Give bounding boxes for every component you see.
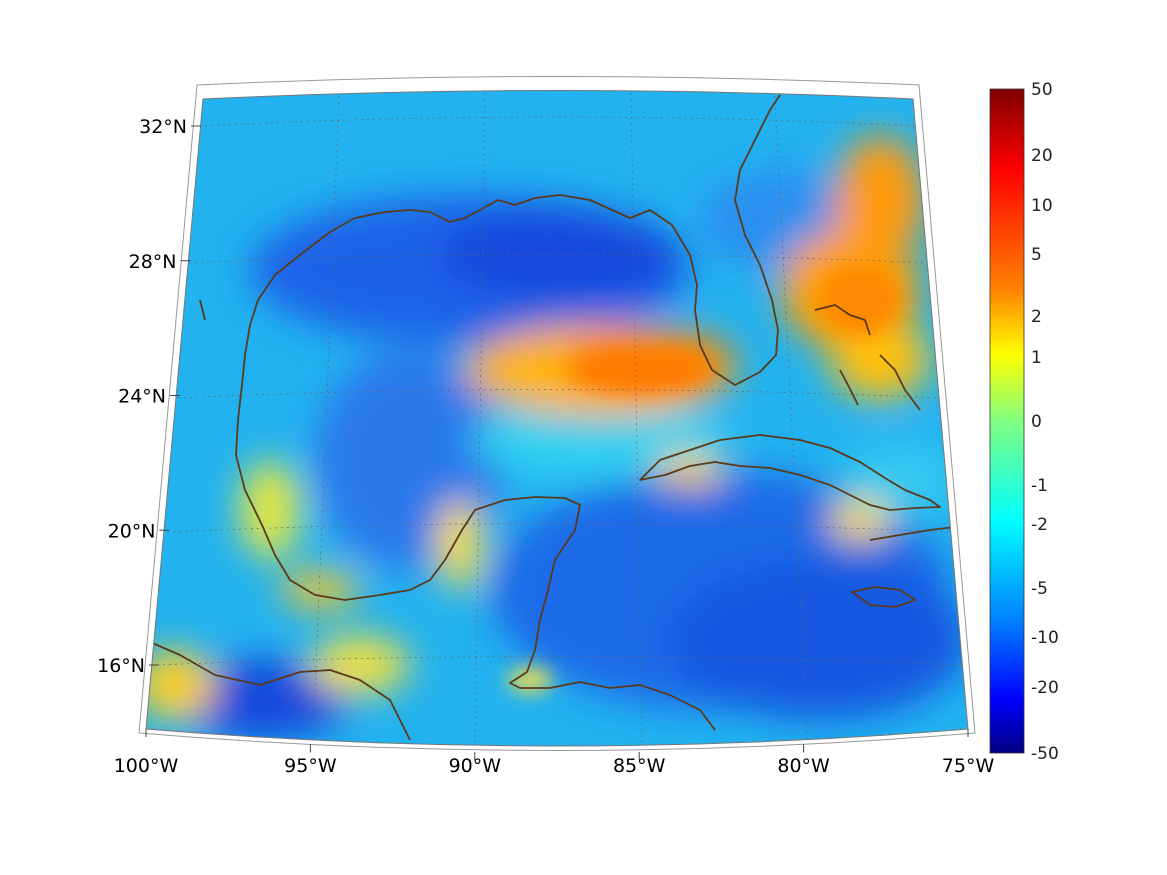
lat-tick-label: 24°N: [118, 386, 166, 408]
latitude-tick-labels: 32°N 28°N 24°N 20°N 16°N: [97, 116, 201, 677]
lon-tick-label: 95°W: [284, 755, 337, 777]
colorbar-label: 0: [1031, 412, 1042, 432]
colorbar-label: -50: [1031, 744, 1059, 764]
colorbar-label: 50: [1031, 80, 1053, 100]
lat-tick-label: 20°N: [108, 520, 156, 542]
colorbar-label: -20: [1031, 678, 1059, 698]
colorbar-label: -5: [1031, 579, 1048, 599]
lat-tick-label: 16°N: [97, 655, 145, 677]
data-field: [146, 90, 968, 746]
lon-tick-label: 90°W: [449, 755, 502, 777]
colorbar-label: 2: [1031, 307, 1042, 327]
coastlines: [149, 94, 956, 741]
colorbar-label: -2: [1031, 515, 1048, 535]
colorbar-label: 20: [1031, 146, 1053, 166]
lon-tick-label: 75°W: [942, 755, 995, 777]
colorbar-label: -1: [1031, 476, 1048, 496]
lat-tick-label: 28°N: [129, 251, 177, 273]
colorbar-label: 10: [1031, 196, 1053, 216]
lat-tick-label: 32°N: [139, 116, 187, 138]
graticule: [156, 92, 964, 746]
map-frame: [138, 76, 976, 751]
lon-tick-label: 80°W: [777, 755, 830, 777]
lon-tick-label: 100°W: [114, 755, 179, 777]
colorbar-label: 5: [1031, 245, 1042, 265]
colorbar-label: 1: [1031, 348, 1042, 368]
colorbar-label: -10: [1031, 628, 1059, 648]
longitude-tick-labels: 100°W 95°W 90°W 85°W 80°W 75°W: [114, 729, 995, 777]
lon-tick-label: 85°W: [613, 755, 666, 777]
colorbar-gradient: [989, 88, 1025, 754]
